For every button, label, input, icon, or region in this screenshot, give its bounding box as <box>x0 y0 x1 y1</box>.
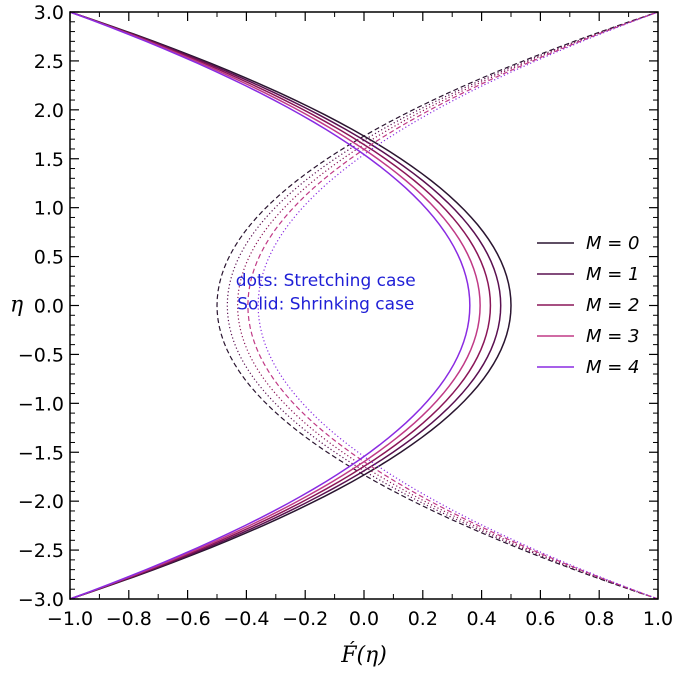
curve-shrinking-m2 <box>69 11 492 600</box>
annotation-stretching: dots: Stretching case <box>236 271 416 291</box>
x-tick-label: −0.2 <box>282 608 328 630</box>
x-tick-label: −0.4 <box>223 608 269 630</box>
curve-shrinking-m0 <box>69 11 512 600</box>
x-tick-label: −1.0 <box>47 608 93 630</box>
curve-shrinking-m3 <box>69 11 481 600</box>
y-tick-label: −0.5 <box>18 344 64 366</box>
legend-label: M = 1 <box>586 264 640 285</box>
legend-label: M = 2 <box>586 295 640 316</box>
y-tick-label: −2.0 <box>18 491 64 513</box>
y-tick-label: −2.5 <box>18 540 64 562</box>
x-tick-label: −0.6 <box>165 608 211 630</box>
x-axis-label: F́(η) <box>340 642 387 668</box>
y-tick-label: 1.5 <box>34 149 64 171</box>
x-tick-label: 0.4 <box>466 608 496 630</box>
y-tick-label: −3.0 <box>18 589 64 611</box>
x-tick-label: −0.8 <box>106 608 152 630</box>
curve-shrinking-m4 <box>69 11 471 600</box>
y-tick-label: 3.0 <box>34 2 64 24</box>
x-tick-label: 0.6 <box>525 608 555 630</box>
tick-labels: −1.0 −0.8 −0.6 −0.4 −0.2 0.0 0.2 0.4 0.6 0.8 1.0 3.… <box>18 2 673 630</box>
x-tick-label: 0.2 <box>408 608 438 630</box>
x-tick-label: 0.0 <box>349 608 379 630</box>
y-tick-label: 1.0 <box>34 198 64 220</box>
axis-ticks <box>69 11 659 600</box>
curve-stretching-m0 <box>216 11 659 600</box>
curve-stretching-m4 <box>257 11 659 600</box>
y-axis-label: η <box>10 293 23 318</box>
y-tick-label: 2.0 <box>34 100 64 122</box>
legend-label: M = 0 <box>586 233 640 254</box>
x-tick-label: 1.0 <box>643 608 673 630</box>
legend-label: M = 4 <box>586 357 640 378</box>
legend-label: M = 3 <box>586 326 640 347</box>
legend: M = 0 M = 1 M = 2 M = 3 M = 4 <box>537 233 640 378</box>
y-tick-label: −1.5 <box>18 442 64 464</box>
y-tick-label: 0.5 <box>34 247 64 269</box>
x-tick-label: 0.8 <box>584 608 614 630</box>
y-tick-label: −1.0 <box>18 393 64 415</box>
data-curves <box>69 11 659 600</box>
curve-stretching-m3 <box>247 11 659 600</box>
y-tick-label: 2.5 <box>34 51 64 73</box>
curve-shrinking-m1 <box>69 11 502 600</box>
y-tick-label: 0.0 <box>34 296 64 318</box>
annotation-shrinking: Solid: Shrinking case <box>237 294 414 314</box>
